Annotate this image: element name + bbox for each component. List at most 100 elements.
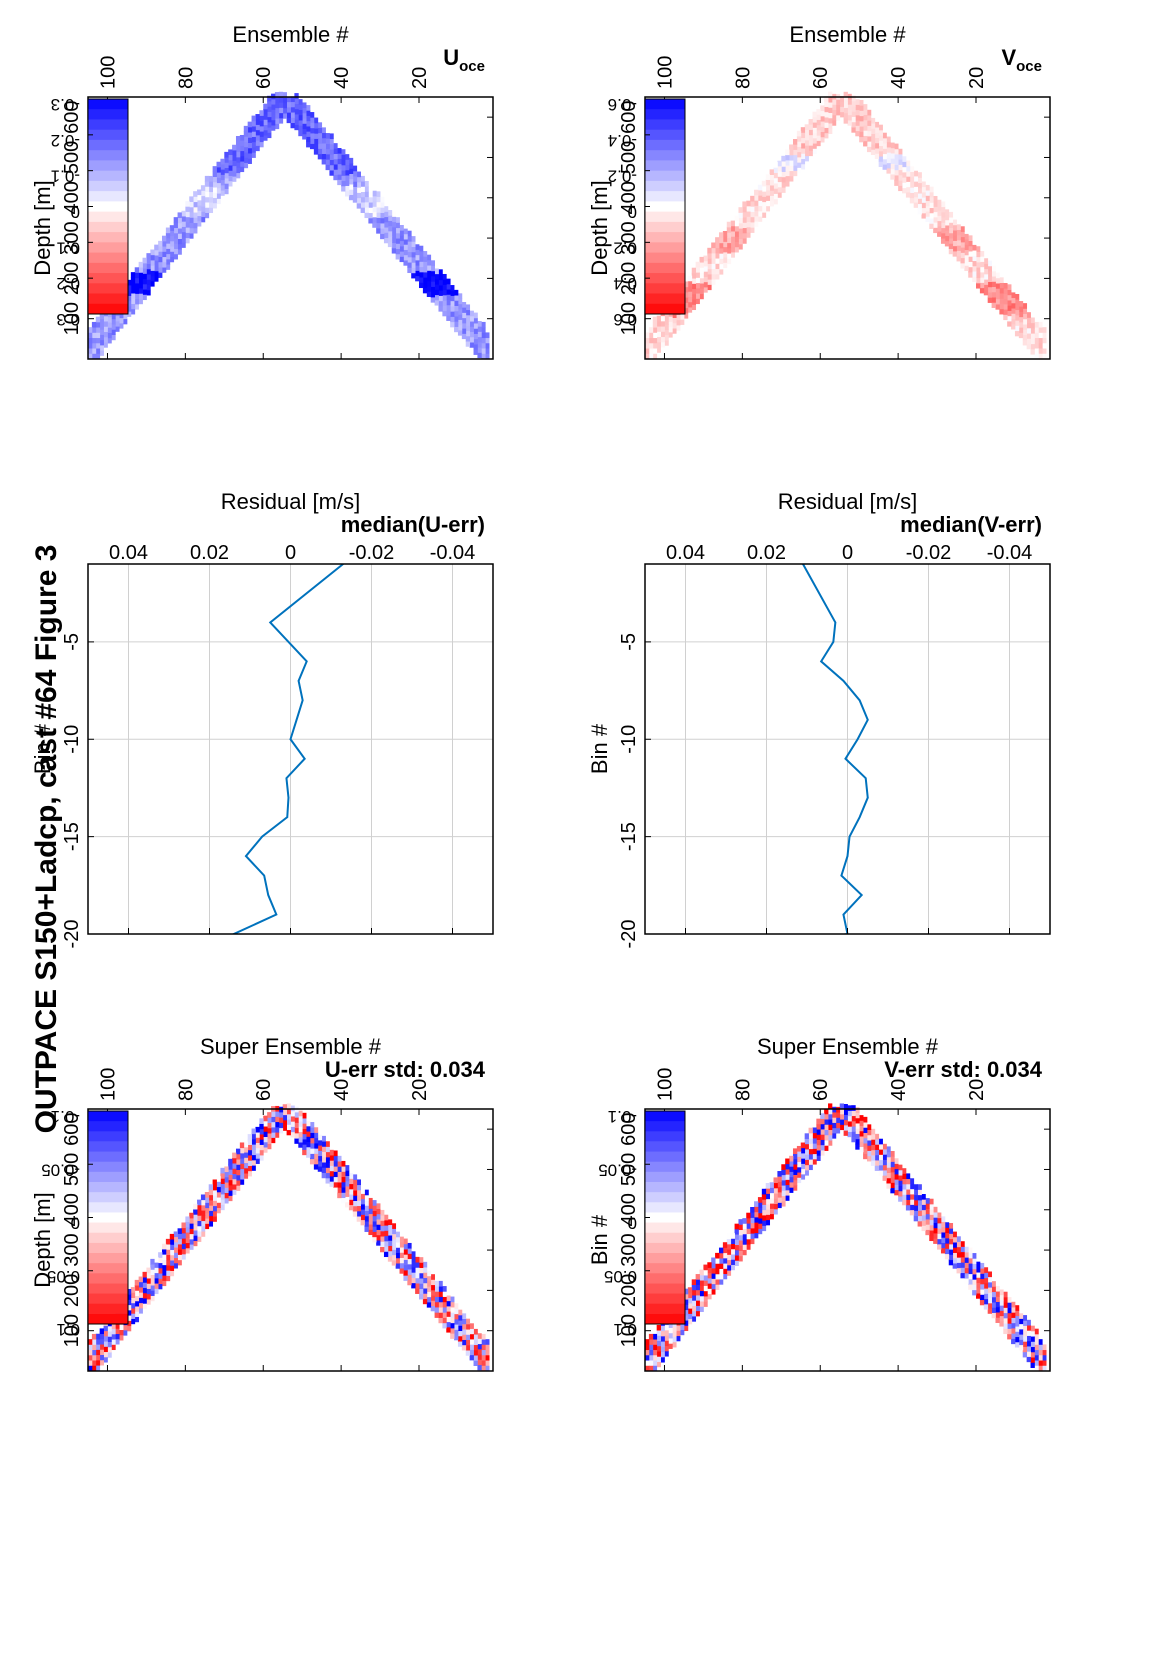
heatmap-cell [691,1300,697,1306]
heatmap-cell [652,348,658,354]
heatmap-cell [193,1235,198,1241]
heatmap-cell [956,224,961,230]
heatmap-cell [364,186,369,192]
heatmap-cell [271,1127,276,1133]
heatmap-cell [828,1140,833,1146]
heatmap-cell [765,1188,771,1194]
heatmap-cell [103,321,108,327]
heatmap-cell [1038,353,1043,359]
heatmap-cell [267,1143,272,1150]
heatmap-cell [804,140,809,146]
heatmap-cell [933,206,938,213]
heatmap-cell [738,1224,743,1231]
heatmap-cell [1011,1338,1016,1345]
heatmap-cell [781,1185,786,1191]
heatmap-cell [356,1179,361,1186]
heatmap-cell [956,1267,961,1274]
heatmap-cell [150,1258,155,1265]
heatmap-cell [150,254,155,261]
heatmap-cell [372,195,377,202]
heatmap-cell [426,1281,432,1287]
heatmap-cell [111,313,116,320]
data-point [267,894,270,896]
heatmap-cell [271,125,276,131]
data-point [263,874,265,877]
heatmap-cell [391,211,397,217]
heatmap-cell [329,1149,334,1156]
heatmap-cell [742,217,747,223]
heatmap-cell [1022,329,1028,335]
heatmap-cell [983,1267,989,1273]
heatmap-cell [944,1248,950,1255]
heatmap-cell [734,225,739,232]
heatmap-cell [130,287,136,294]
heatmap-cell [863,109,868,115]
heatmap-cell [130,277,136,284]
heatmap-cell [485,353,490,359]
heatmap-cell [894,1184,899,1191]
heatmap-cell [769,1192,774,1199]
y-axis-label: Bin # [587,723,612,774]
heatmap-cell [473,1334,478,1340]
heatmap-cell [722,257,728,263]
heatmap-cell [380,233,385,240]
heatmap-cell [161,1269,167,1276]
heatmap-cell [987,1292,992,1299]
heatmap-cell [769,1203,774,1209]
heatmap-cell [882,1154,887,1160]
heatmap-cell [824,1129,829,1136]
colorbar-segment [645,1252,685,1264]
heatmap-cell [158,1262,163,1269]
heatmap-cell [150,1279,155,1286]
heatmap-cell [146,1278,151,1284]
heatmap-cell [948,1254,954,1261]
colorbar-segment [645,160,685,171]
heatmap-cell [750,1207,755,1213]
heatmap-cell [103,326,108,332]
heatmap-cell [348,184,354,190]
heatmap-cell [1011,1317,1016,1324]
heatmap-cell [820,126,825,133]
y-tick-label: -5 [61,633,83,651]
colorbar-segment [645,1313,685,1324]
heatmap-cell [812,1148,817,1155]
heatmap-cell [898,164,903,171]
heatmap-cell [843,1114,848,1121]
colorbar-segment [88,252,128,263]
x-tick-label: -0.04 [987,542,1033,564]
heatmap-cell [1022,313,1028,320]
heatmap-cell [426,1296,432,1303]
heatmap-cell [917,203,922,210]
heatmap-cell [426,265,432,271]
heatmap-cell [695,1284,700,1291]
heatmap-cell [792,170,798,177]
heatmap-cell [368,1208,373,1215]
heatmap-cell [812,148,817,155]
heatmap-cell [302,1144,307,1150]
heatmap-cell [457,319,463,326]
heatmap-cell [738,1234,743,1241]
heatmap-cell [376,1234,381,1241]
heatmap-cell [107,1336,112,1342]
heatmap-cell [216,177,221,184]
heatmap-cell [987,260,992,267]
heatmap-cell [987,1308,992,1314]
heatmap-cell [337,179,342,186]
heatmap-cell [461,328,467,334]
x-tick-label: 80 [175,1079,197,1101]
heatmap-cell [703,1290,708,1297]
colorbar-tick-label: 0.1 [613,1320,637,1339]
heatmap-cell [446,304,451,311]
heatmap-cell [352,197,358,203]
heatmap-cell [925,1203,930,1209]
heatmap-cell [395,232,400,239]
heatmap-cell [364,1189,369,1196]
heatmap-cell [929,1209,934,1215]
heatmap-cell [800,137,806,144]
heatmap-cell [952,1263,957,1269]
colorbar-segment [645,1161,685,1172]
heatmap-cell [664,1324,669,1331]
heatmap-cell [664,1329,669,1336]
heatmap-cell [995,304,1000,310]
heatmap-cell [722,236,728,242]
